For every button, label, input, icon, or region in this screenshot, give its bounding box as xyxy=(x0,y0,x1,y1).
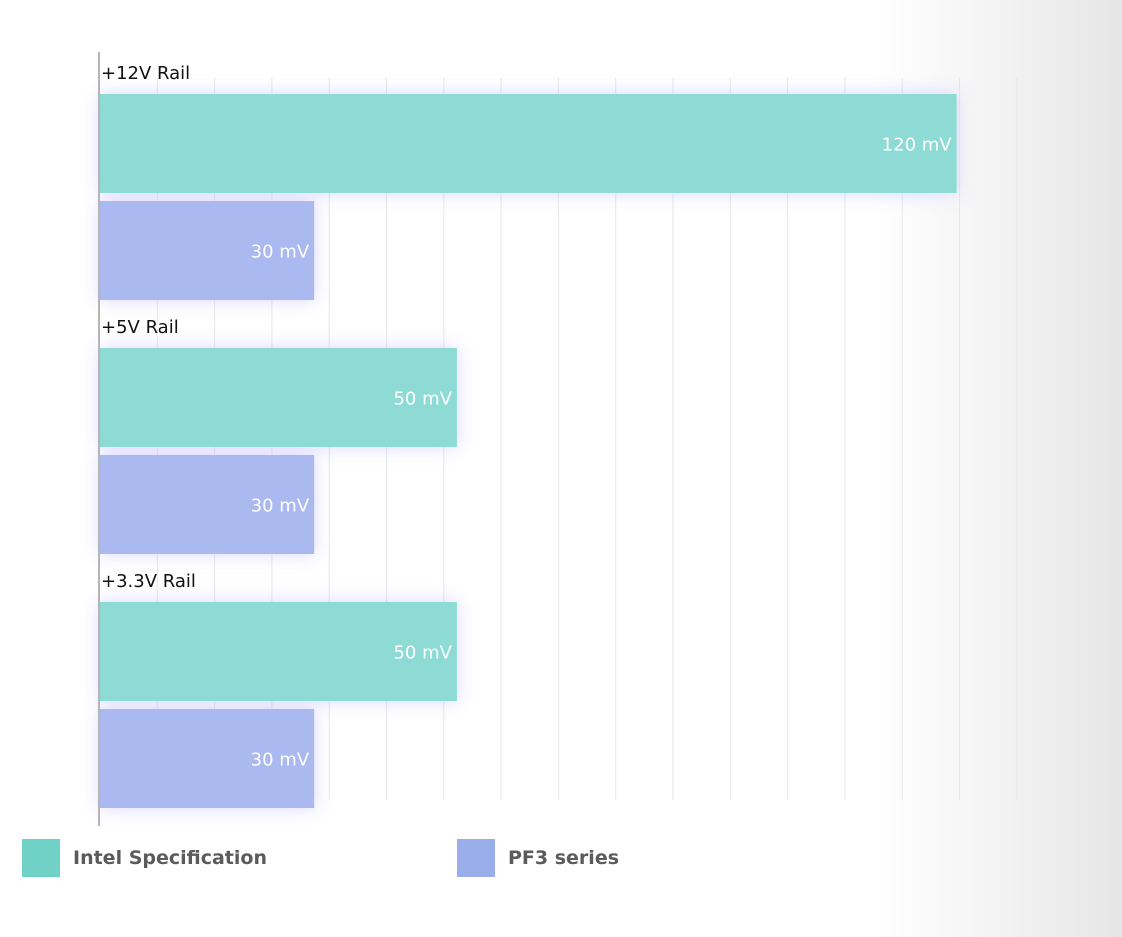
category-label: +5V Rail xyxy=(101,317,179,338)
data-label: 50 mV xyxy=(393,389,452,410)
labels: +12V Rail 120 mV 30 mV +5V Rail 50 mV 30 mV +3… xyxy=(101,63,952,771)
category-label: +12V Rail xyxy=(101,63,190,84)
category-label: +3.3V Rail xyxy=(101,571,196,592)
legend-swatch xyxy=(22,839,60,877)
legend-item-pf3-series: PF3 series xyxy=(457,839,619,877)
bar xyxy=(100,201,315,300)
bar xyxy=(100,455,315,554)
data-label: 30 mV xyxy=(251,496,310,517)
legend-label: Intel Specification xyxy=(73,847,267,869)
legend-swatch xyxy=(457,839,495,877)
bar xyxy=(100,602,457,701)
data-label: 30 mV xyxy=(251,242,310,263)
data-label: 120 mV xyxy=(882,135,953,156)
bars xyxy=(100,94,957,808)
data-label: 30 mV xyxy=(251,750,310,771)
bar-chart: +12V Rail 120 mV 30 mV +5V Rail 50 mV 30 mV +3… xyxy=(98,52,1018,826)
legend-item-intel-specification: Intel Specification xyxy=(22,839,267,877)
data-label: 50 mV xyxy=(393,643,452,664)
bar xyxy=(100,348,457,447)
bar xyxy=(100,709,315,808)
legend-label: PF3 series xyxy=(508,847,620,869)
bar xyxy=(100,94,957,193)
